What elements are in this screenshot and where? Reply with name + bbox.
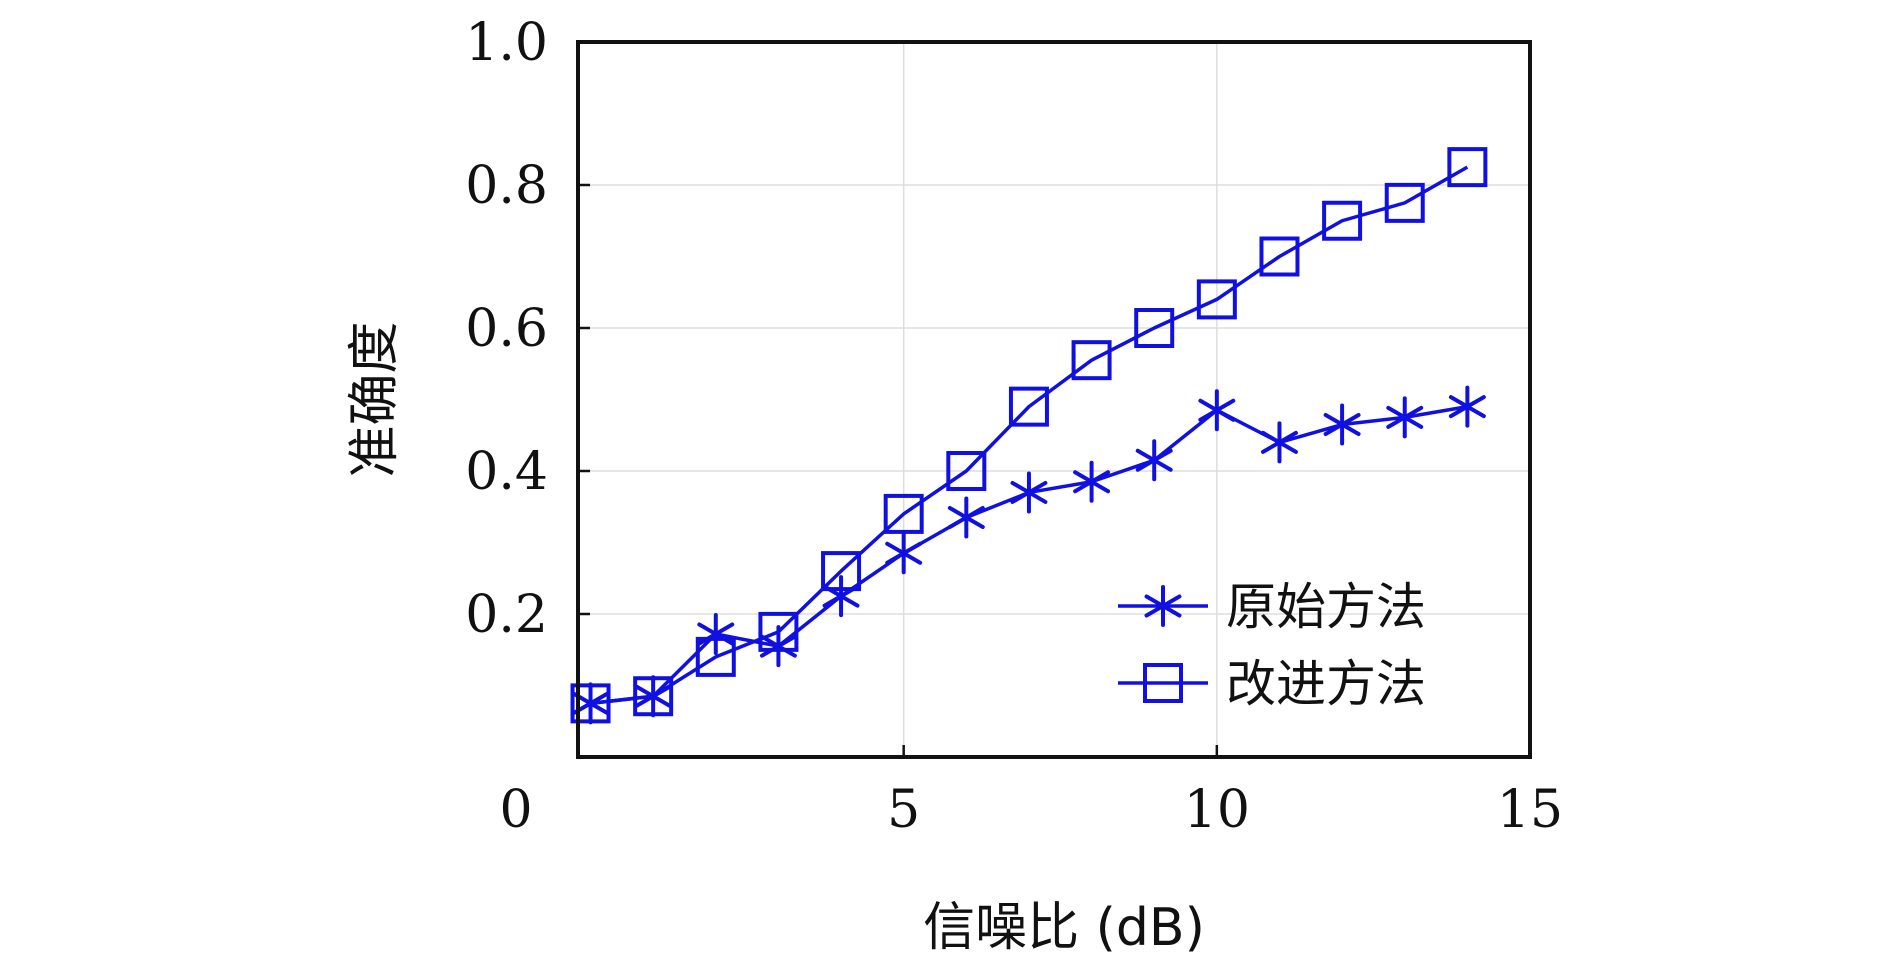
data-point	[947, 496, 985, 539]
asterisk-stroke	[1448, 395, 1486, 419]
legend-label: 原始方法	[1226, 578, 1426, 636]
y-tick-label: 1.0	[465, 13, 548, 73]
asterisk-stroke	[1073, 470, 1111, 494]
x-tick-label: 15	[1497, 780, 1563, 840]
series-2	[570, 147, 1488, 724]
data-point	[1071, 340, 1112, 381]
asterisk-stroke	[1261, 430, 1298, 454]
y-tick-label: 0.6	[465, 299, 548, 359]
asterisk-stroke	[1323, 413, 1361, 437]
asterisk-stroke	[1144, 594, 1182, 618]
data-point	[1135, 439, 1173, 482]
data-point	[1322, 200, 1363, 241]
asterisk-stroke	[1135, 448, 1173, 472]
data-point	[1447, 147, 1488, 188]
data-point	[758, 611, 799, 652]
data-point	[633, 676, 674, 717]
data-point	[1384, 182, 1425, 223]
plot-area-frame	[576, 40, 1532, 759]
data-point	[695, 636, 736, 677]
x-tick-label: 10	[1184, 780, 1250, 840]
data-point	[885, 532, 923, 575]
data-point	[1259, 236, 1300, 277]
y-tick-label: 0.8	[465, 156, 548, 216]
asterisk-stroke	[947, 505, 985, 529]
data-point	[821, 551, 862, 592]
legend-entry-1: 原始方法	[1118, 578, 1426, 636]
data-point	[946, 451, 987, 491]
series-line	[590, 165, 1469, 706]
data-point	[1073, 460, 1111, 503]
data-point	[1386, 396, 1424, 439]
tick-labels: 0 5 10 15 0.2 0.4 0.6 0.8 1.0	[465, 13, 1563, 840]
series-1	[572, 385, 1486, 725]
x-axis-label: 信噪比 (dB)	[923, 898, 1205, 958]
data-point	[1261, 421, 1298, 464]
data-point	[1134, 308, 1175, 348]
asterisk-stroke	[759, 634, 797, 658]
data-point	[1448, 385, 1486, 428]
y-axis-label: 准确度	[345, 321, 405, 477]
asterisk-stroke	[1386, 405, 1424, 429]
data-point	[570, 683, 611, 724]
legend-marker	[1144, 585, 1182, 627]
data-point	[1198, 389, 1236, 432]
data-point	[1196, 279, 1237, 320]
data-point	[1323, 403, 1361, 446]
legend-marker	[1143, 663, 1183, 703]
data-point	[883, 493, 924, 534]
x-tick-label: 0	[499, 780, 532, 840]
y-tick-label: 0.4	[465, 442, 548, 502]
y-tick-label: 0.2	[465, 585, 548, 645]
grid-lines	[578, 42, 1532, 757]
asterisk-stroke	[1198, 398, 1236, 422]
series-layer	[570, 147, 1488, 725]
data-point	[1008, 386, 1049, 427]
asterisk-stroke	[1010, 480, 1048, 504]
legend-label: 改进方法	[1226, 655, 1426, 713]
asterisk-stroke	[885, 541, 923, 565]
data-point	[1010, 471, 1048, 514]
x-tick-label: 5	[887, 780, 920, 840]
legend-entry-2: 改进方法	[1118, 655, 1426, 713]
